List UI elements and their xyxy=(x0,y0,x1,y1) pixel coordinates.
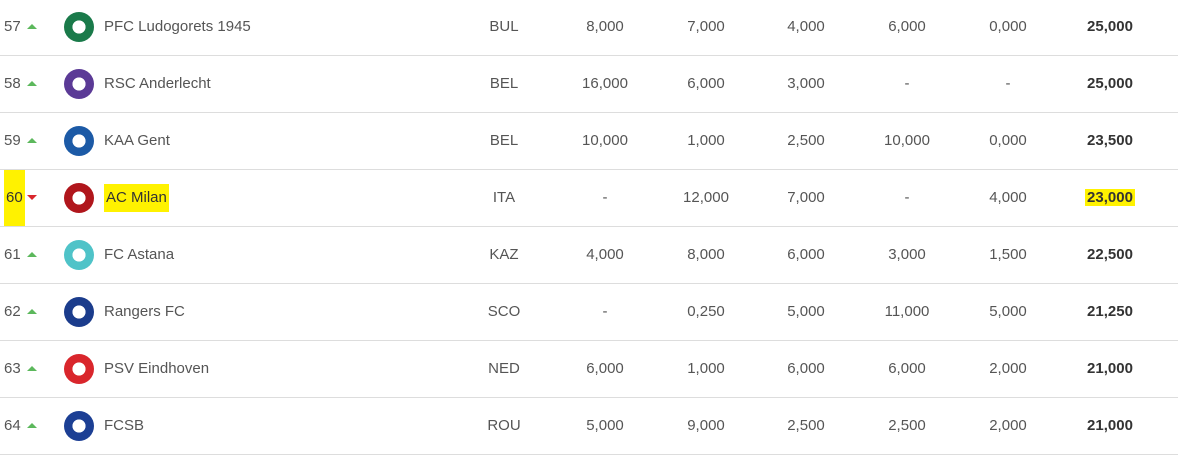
rank: 64 xyxy=(4,417,21,434)
country: NED xyxy=(488,360,520,377)
table-row[interactable]: 61 FC Astana KAZ 4,000 8,000 6,000 3,000 1,50… xyxy=(0,227,1178,284)
total-points: 23,000 xyxy=(1085,189,1135,206)
table-row[interactable]: 62 Rangers FC SCO - 0,250 5,000 11,000 5,000 2… xyxy=(0,284,1178,341)
club-name-link[interactable]: PFC Ludogorets 1945 xyxy=(104,18,251,35)
total-points: 21,000 xyxy=(1087,417,1133,434)
club-name-link[interactable]: AC Milan xyxy=(104,184,169,212)
season-points: 0,000 xyxy=(989,132,1027,149)
season-points: 5,000 xyxy=(989,303,1027,320)
season-points: 6,000 xyxy=(888,18,926,35)
table-row[interactable]: 57 PFC Ludogorets 1945 BUL 8,000 7,000 4,00… xyxy=(0,0,1178,56)
astana-crest-icon xyxy=(64,240,94,270)
season-points: - xyxy=(602,303,608,320)
season-points: 6,000 xyxy=(787,246,825,263)
rank: 60 xyxy=(4,170,25,226)
psv-crest-icon xyxy=(64,354,94,384)
season-points: 2,500 xyxy=(787,132,825,149)
table-row[interactable]: 59 KAA Gent BEL 10,000 1,000 2,500 10,000 0,0… xyxy=(0,113,1178,170)
country: BEL xyxy=(489,132,519,149)
season-points: 1,000 xyxy=(687,360,725,377)
season-points: 0,250 xyxy=(687,303,725,320)
ludogorets-crest-icon xyxy=(64,12,94,42)
rank: 63 xyxy=(4,360,21,377)
season-points: 5,000 xyxy=(787,303,825,320)
season-points: 4,000 xyxy=(989,189,1027,206)
season-points: 10,000 xyxy=(884,132,930,149)
total-points: 23,500 xyxy=(1087,132,1133,149)
trend-up-icon xyxy=(27,138,37,143)
season-points: 3,000 xyxy=(787,75,825,92)
season-points: - xyxy=(904,189,910,206)
gent-crest-icon xyxy=(64,126,94,156)
trend-up-icon xyxy=(27,81,37,86)
season-points: - xyxy=(1005,75,1011,92)
season-points: 7,000 xyxy=(687,18,725,35)
table-row[interactable]: 63 PSV Eindhoven NED 6,000 1,000 6,000 6,000… xyxy=(0,341,1178,398)
season-points: 16,000 xyxy=(582,75,628,92)
table-row[interactable]: 58 RSC Anderlecht BEL 16,000 6,000 3,000 - - 2… xyxy=(0,56,1178,113)
country: BUL xyxy=(489,18,519,35)
country: ITA xyxy=(492,189,516,206)
season-points: 10,000 xyxy=(582,132,628,149)
season-points: 9,000 xyxy=(687,417,725,434)
trend-up-icon xyxy=(27,24,37,29)
rank: 58 xyxy=(4,75,21,92)
trend-up-icon xyxy=(27,423,37,428)
total-points: 25,000 xyxy=(1087,75,1133,92)
total-points: 22,500 xyxy=(1087,246,1133,263)
country: ROU xyxy=(487,417,521,434)
trend-up-icon xyxy=(27,309,37,314)
season-points: 6,000 xyxy=(787,360,825,377)
rangers-crest-icon xyxy=(64,297,94,327)
season-points: - xyxy=(904,75,910,92)
country: KAZ xyxy=(489,246,519,263)
season-points: 2,000 xyxy=(989,417,1027,434)
season-points: 8,000 xyxy=(586,18,624,35)
rank: 61 xyxy=(4,246,21,263)
season-points: 2,000 xyxy=(989,360,1027,377)
club-name-link[interactable]: KAA Gent xyxy=(104,132,170,149)
season-points: 4,000 xyxy=(787,18,825,35)
season-points: 7,000 xyxy=(787,189,825,206)
trend-up-icon xyxy=(27,252,37,257)
rank: 62 xyxy=(4,303,21,320)
table-row[interactable]: 60 AC Milan ITA - 12,000 7,000 - 4,000 23,000 xyxy=(0,170,1178,227)
club-name-link[interactable]: FC Astana xyxy=(104,246,175,263)
season-points: 8,000 xyxy=(687,246,725,263)
rank: 57 xyxy=(4,18,21,35)
season-points: - xyxy=(602,189,608,206)
season-points: 11,000 xyxy=(884,303,930,320)
trend-down-icon xyxy=(27,195,37,200)
country: BEL xyxy=(489,75,519,92)
season-points: 6,000 xyxy=(888,360,926,377)
season-points: 1,000 xyxy=(687,132,725,149)
total-points: 21,250 xyxy=(1087,303,1133,320)
trend-up-icon xyxy=(27,366,37,371)
season-points: 5,000 xyxy=(586,417,624,434)
season-points: 12,000 xyxy=(683,189,729,206)
club-name-link[interactable]: FCSB xyxy=(104,417,145,434)
anderlecht-crest-icon xyxy=(64,69,94,99)
season-points: 2,500 xyxy=(787,417,825,434)
rank: 59 xyxy=(4,132,21,149)
table-row[interactable]: 64 FCSB ROU 5,000 9,000 2,500 2,500 2,000 21,0… xyxy=(0,398,1178,455)
season-points: 1,500 xyxy=(989,246,1027,263)
club-name-link[interactable]: Rangers FC xyxy=(104,303,185,320)
total-points: 25,000 xyxy=(1087,18,1133,35)
season-points: 6,000 xyxy=(687,75,725,92)
fcsb-crest-icon xyxy=(64,411,94,441)
milan-crest-icon xyxy=(64,183,94,213)
season-points: 0,000 xyxy=(989,18,1027,35)
season-points: 6,000 xyxy=(586,360,624,377)
club-name-link[interactable]: RSC Anderlecht xyxy=(104,75,211,92)
club-name-link[interactable]: PSV Eindhoven xyxy=(104,360,210,377)
total-points: 21,000 xyxy=(1087,360,1133,377)
season-points: 3,000 xyxy=(888,246,926,263)
season-points: 4,000 xyxy=(586,246,624,263)
season-points: 2,500 xyxy=(888,417,926,434)
country: SCO xyxy=(487,303,521,320)
